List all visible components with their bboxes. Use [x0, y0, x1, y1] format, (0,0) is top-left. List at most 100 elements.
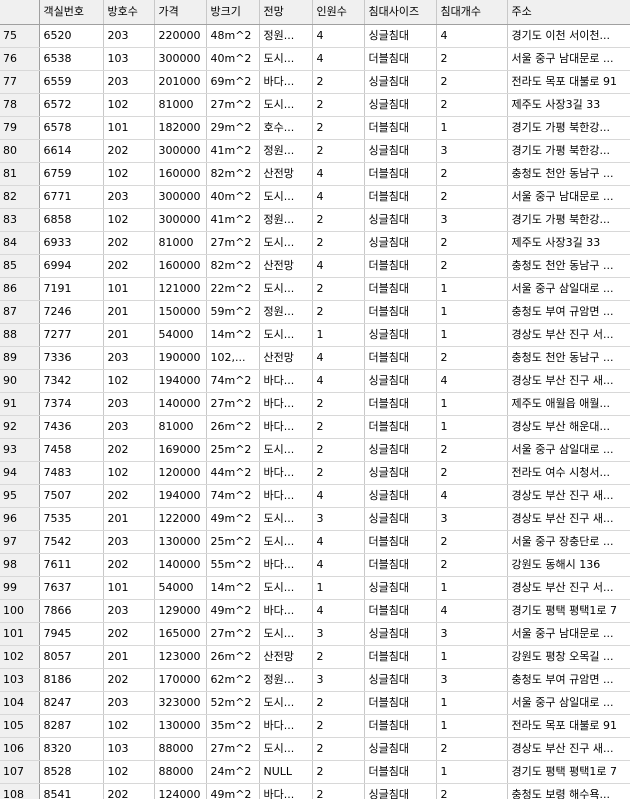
- grid-cell[interactable]: 6933: [39, 231, 104, 255]
- table-row[interactable]: 78 6572 102 81000 27m^2 도시... 2 싱글침대 2 제주도 사장3길 3…: [0, 93, 630, 117]
- table-row[interactable]: 107 8528 102 88000 24m^2 NULL 2 더블침대 1 경기도 평택 평택1…: [0, 760, 630, 784]
- row-number[interactable]: 101: [0, 622, 40, 646]
- grid-cell[interactable]: 도시...: [259, 185, 313, 209]
- grid-cell[interactable]: 2: [312, 300, 365, 324]
- grid-cell[interactable]: 경상도 부산 진구 새...: [507, 369, 630, 393]
- grid-cell[interactable]: 4: [436, 369, 508, 393]
- grid-cell[interactable]: 도시...: [259, 277, 313, 301]
- grid-cell[interactable]: 싱글침대: [364, 438, 437, 462]
- grid-cell[interactable]: 싱글침대: [364, 783, 437, 799]
- grid-cell[interactable]: 도시...: [259, 231, 313, 255]
- grid-cell[interactable]: 1: [436, 645, 508, 669]
- table-row[interactable]: 95 7507 202 194000 74m^2 바다... 4 싱글침대 4 경상도 부산 진구…: [0, 484, 630, 508]
- grid-cell[interactable]: 호수...: [259, 116, 313, 140]
- grid-cell[interactable]: 300000: [154, 208, 207, 232]
- row-number[interactable]: 100: [0, 599, 40, 623]
- grid-cell[interactable]: 4: [436, 484, 508, 508]
- grid-cell[interactable]: 300000: [154, 185, 207, 209]
- grid-cell[interactable]: 4: [312, 185, 365, 209]
- grid-cell[interactable]: 300000: [154, 139, 207, 163]
- table-row[interactable]: 80 6614 202 300000 41m^2 정원... 2 싱글침대 3 경기도 가평 북한…: [0, 139, 630, 163]
- grid-cell[interactable]: 121000: [154, 277, 207, 301]
- table-row[interactable]: 98 7611 202 140000 55m^2 바다... 4 더블침대 2 강원도 동해시 1…: [0, 553, 630, 577]
- column-header[interactable]: 인원수: [312, 0, 365, 25]
- grid-cell[interactable]: 7336: [39, 346, 104, 370]
- grid-cell[interactable]: 2: [312, 737, 365, 761]
- table-row[interactable]: 77 6559 203 201000 69m^2 바다... 2 싱글침대 2 전라도 목포 대불…: [0, 70, 630, 94]
- grid-cell[interactable]: 170000: [154, 668, 207, 692]
- grid-cell[interactable]: 129000: [154, 599, 207, 623]
- grid-cell[interactable]: 120000: [154, 461, 207, 485]
- grid-cell[interactable]: 더블침대: [364, 599, 437, 623]
- grid-cell[interactable]: 102: [103, 461, 155, 485]
- grid-cell[interactable]: 203: [103, 70, 155, 94]
- grid-cell[interactable]: 2: [436, 47, 508, 71]
- grid-cell[interactable]: 49m^2: [206, 507, 260, 531]
- grid-cell[interactable]: 1: [436, 323, 508, 347]
- grid-cell[interactable]: 더블침대: [364, 530, 437, 554]
- grid-cell[interactable]: 203: [103, 185, 155, 209]
- grid-cell[interactable]: 102,...: [206, 346, 260, 370]
- grid-cell[interactable]: 충청도 천안 동남구 ...: [507, 346, 630, 370]
- grid-cell[interactable]: 싱글침대: [364, 576, 437, 600]
- grid-cell[interactable]: 싱글침대: [364, 208, 437, 232]
- table-row[interactable]: 102 8057 201 123000 26m^2 산전망 2 더블침대 1 강원도 평창 오목길…: [0, 645, 630, 669]
- grid-cell[interactable]: 2: [312, 392, 365, 416]
- grid-cell[interactable]: 바다...: [259, 70, 313, 94]
- grid-cell[interactable]: 202: [103, 254, 155, 278]
- grid-cell[interactable]: 48m^2: [206, 24, 260, 48]
- column-header[interactable]: 객실번호: [39, 0, 104, 25]
- grid-cell[interactable]: 3: [436, 668, 508, 692]
- grid-cell[interactable]: 194000: [154, 369, 207, 393]
- grid-cell[interactable]: 2: [436, 438, 508, 462]
- grid-cell[interactable]: 도시...: [259, 622, 313, 646]
- grid-cell[interactable]: 바다...: [259, 599, 313, 623]
- grid-cell[interactable]: 싱글침대: [364, 231, 437, 255]
- grid-cell[interactable]: 41m^2: [206, 139, 260, 163]
- column-header[interactable]: 침대사이즈: [364, 0, 437, 25]
- grid-cell[interactable]: 서울 중구 남대문로 ...: [507, 185, 630, 209]
- table-row[interactable]: 97 7542 203 130000 25m^2 도시... 4 더블침대 2 서울 중구 장충단…: [0, 530, 630, 554]
- grid-cell[interactable]: 4: [312, 484, 365, 508]
- row-number[interactable]: 94: [0, 461, 40, 485]
- table-row[interactable]: 99 7637 101 54000 14m^2 도시... 1 싱글침대 1 경상도 부산 진구 …: [0, 576, 630, 600]
- table-row[interactable]: 85 6994 202 160000 82m^2 산전망 4 더블침대 2 충청도 천안 동남구 …: [0, 254, 630, 278]
- row-number[interactable]: 95: [0, 484, 40, 508]
- table-row[interactable]: 91 7374 203 140000 27m^2 바다... 2 더블침대 1 제주도 애월읍 애…: [0, 392, 630, 416]
- grid-cell[interactable]: 140000: [154, 553, 207, 577]
- table-row[interactable]: 92 7436 203 81000 26m^2 바다... 2 더블침대 1 경상도 부산 해운대…: [0, 415, 630, 439]
- table-row[interactable]: 89 7336 203 190000 102,... 산전망 4 더블침대 2 충청도 천안 동남…: [0, 346, 630, 370]
- grid-cell[interactable]: 82m^2: [206, 254, 260, 278]
- grid-cell[interactable]: 27m^2: [206, 737, 260, 761]
- grid-cell[interactable]: 6578: [39, 116, 104, 140]
- grid-cell[interactable]: 140000: [154, 392, 207, 416]
- grid-cell[interactable]: 4: [312, 346, 365, 370]
- grid-cell[interactable]: 7542: [39, 530, 104, 554]
- grid-cell[interactable]: 3: [312, 622, 365, 646]
- grid-cell[interactable]: 2: [312, 760, 365, 784]
- row-number[interactable]: 99: [0, 576, 40, 600]
- row-number[interactable]: 83: [0, 208, 40, 232]
- grid-cell[interactable]: 바다...: [259, 714, 313, 738]
- grid-cell[interactable]: 강원도 동해시 136: [507, 553, 630, 577]
- null-cell[interactable]: NULL: [259, 760, 313, 784]
- grid-cell[interactable]: 8247: [39, 691, 104, 715]
- grid-cell[interactable]: 54000: [154, 323, 207, 347]
- grid-cell[interactable]: 14m^2: [206, 576, 260, 600]
- grid-cell[interactable]: 7277: [39, 323, 104, 347]
- row-number[interactable]: 84: [0, 231, 40, 255]
- grid-cell[interactable]: 충청도 부여 규암면 ...: [507, 300, 630, 324]
- grid-cell[interactable]: 1: [436, 714, 508, 738]
- grid-cell[interactable]: 더블침대: [364, 415, 437, 439]
- grid-cell[interactable]: 7866: [39, 599, 104, 623]
- grid-cell[interactable]: 4: [312, 24, 365, 48]
- grid-cell[interactable]: 더블침대: [364, 277, 437, 301]
- table-row[interactable]: 81 6759 102 160000 82m^2 산전망 4 더블침대 2 충청도 천안 동남구 …: [0, 162, 630, 186]
- grid-cell[interactable]: 22m^2: [206, 277, 260, 301]
- table-row[interactable]: 82 6771 203 300000 40m^2 도시... 4 더블침대 2 서울 중구 남대문…: [0, 185, 630, 209]
- grid-cell[interactable]: 도시...: [259, 323, 313, 347]
- grid-cell[interactable]: 4: [312, 530, 365, 554]
- grid-cell[interactable]: 싱글침대: [364, 737, 437, 761]
- grid-cell[interactable]: 201: [103, 507, 155, 531]
- grid-cell[interactable]: 바다...: [259, 415, 313, 439]
